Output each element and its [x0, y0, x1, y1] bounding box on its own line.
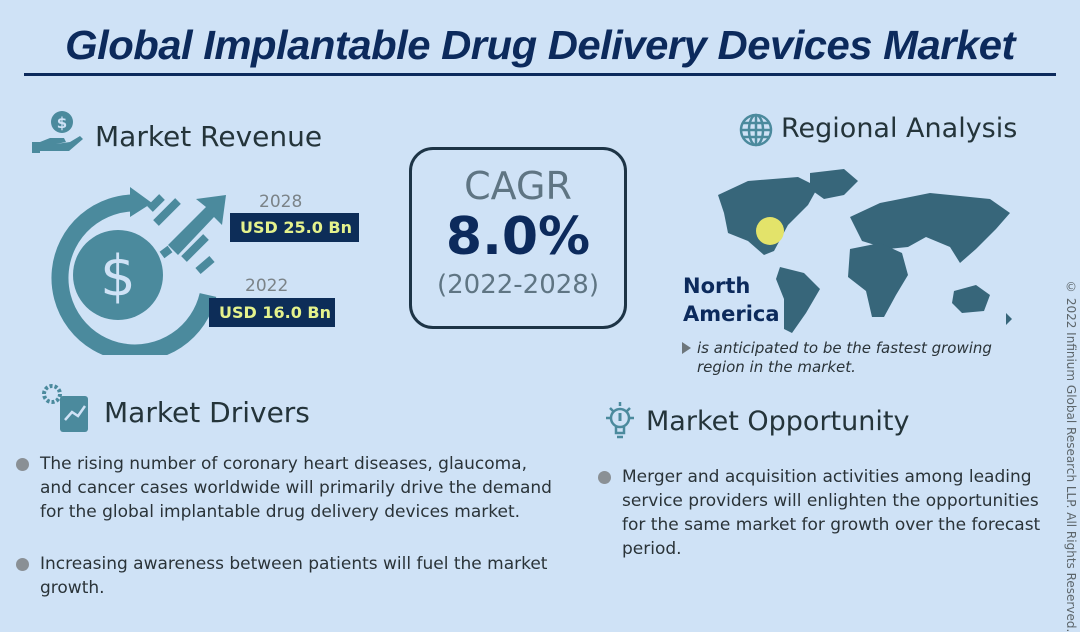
revenue-growth-icon: $ — [51, 187, 226, 355]
cagr-label: CAGR — [464, 164, 572, 208]
triangle-bullet-icon — [682, 342, 691, 354]
revenue-year-2022: 2022 — [245, 276, 289, 296]
region-note: is anticipated to be the fastest growing… — [697, 339, 992, 376]
hand-dollar-icon: $ — [32, 111, 83, 153]
cagr-value: 8.0% — [445, 207, 591, 267]
driver-item: The rising number of coronary heart dise… — [40, 454, 552, 522]
region-name-line2: America — [683, 302, 780, 326]
region-name: North America — [683, 272, 780, 328]
lightbulb-icon — [606, 402, 634, 439]
cagr-card: CAGR 8.0% (2022-2028) — [409, 147, 627, 329]
revenue-year-2028: 2028 — [259, 192, 303, 212]
title-underline — [24, 73, 1056, 76]
cagr-period: (2022-2028) — [436, 270, 599, 300]
revenue-value-2022: USD 16.0 Bn — [209, 298, 335, 327]
market-drivers-heading: Market Drivers — [104, 396, 310, 429]
opportunity-item: Merger and acquisition activities among … — [622, 467, 1041, 559]
bullet-icon — [16, 458, 29, 471]
north-america-highlight — [756, 217, 784, 245]
world-map — [718, 169, 1012, 333]
page-title: Global Implantable Drug Delivery Devices… — [65, 22, 1015, 68]
gear-chart-icon — [42, 384, 88, 432]
bullet-icon — [16, 558, 29, 571]
region-name-line1: North — [683, 274, 751, 298]
regional-analysis-heading: Regional Analysis — [781, 113, 1018, 144]
svg-text:$: $ — [100, 244, 136, 309]
globe-icon — [739, 113, 773, 147]
bullet-icon — [598, 471, 611, 484]
market-opportunity-heading: Market Opportunity — [646, 406, 910, 437]
market-revenue-heading: Market Revenue — [95, 120, 323, 153]
revenue-value-2028: USD 25.0 Bn — [230, 213, 359, 242]
driver-item: Increasing awareness between patients wi… — [40, 554, 548, 598]
copyright-text: © 2022 Infinium Global Research LLP. All… — [1064, 280, 1078, 632]
svg-text:$: $ — [57, 114, 67, 132]
